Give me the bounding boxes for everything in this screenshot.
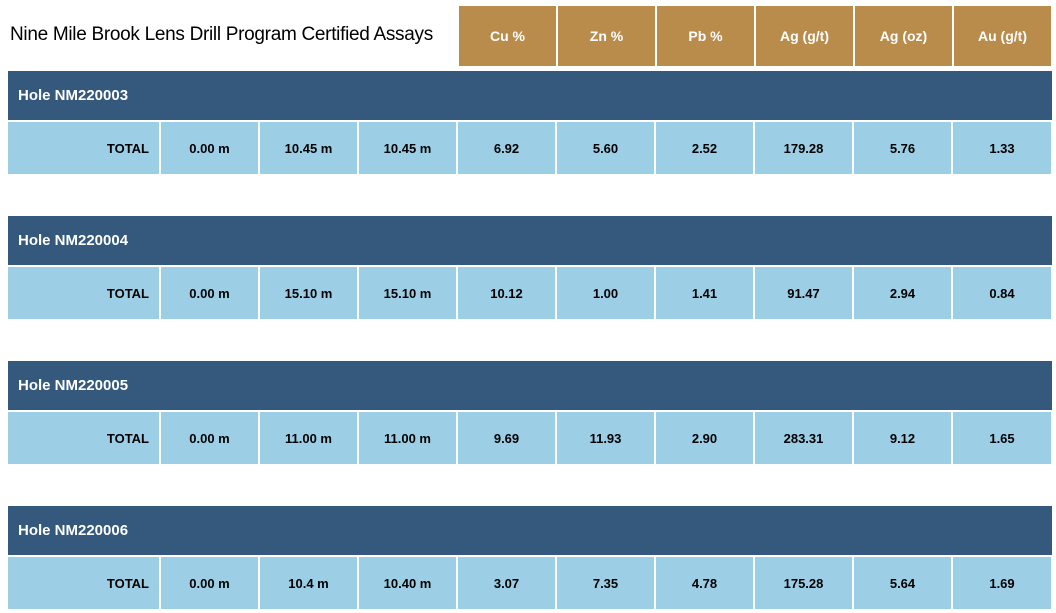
hole-title: Hole NM220004: [8, 216, 1052, 265]
cell-pb: 1.41: [656, 267, 753, 319]
table-row: TOTAL 0.00 m 15.10 m 15.10 m 10.12 1.00 1.41 91…: [8, 265, 1052, 319]
cell-pb: 4.78: [656, 557, 753, 609]
cell-zn: 7.35: [557, 557, 654, 609]
cell-ag-gt: 91.47: [755, 267, 852, 319]
cell-length: 15.10 m: [359, 267, 456, 319]
page-title: Nine Mile Brook Lens Drill Program Certi…: [10, 24, 433, 45]
cell-ag-gt: 179.28: [755, 122, 852, 174]
hole-block: Hole NM220005 TOTAL 0.00 m 11.00 m 11.00 m 9.…: [8, 361, 1052, 464]
cell-to: 10.4 m: [260, 557, 357, 609]
hole-block: Hole NM220003 TOTAL 0.00 m 10.45 m 10.45 m 6.…: [8, 71, 1052, 174]
table-row: TOTAL 0.00 m 10.45 m 10.45 m 6.92 5.60 2.52 179…: [8, 120, 1052, 174]
cell-cu: 6.92: [458, 122, 555, 174]
cell-au: 0.84: [953, 267, 1051, 319]
cell-from: 0.00 m: [161, 412, 258, 464]
column-header-ag-oz: Ag (oz): [855, 6, 952, 66]
cell-zn: 5.60: [557, 122, 654, 174]
hole-title: Hole NM220005: [8, 361, 1052, 410]
table-row: TOTAL 0.00 m 10.4 m 10.40 m 3.07 7.35 4.78 175.…: [8, 555, 1052, 609]
cell-ag-oz: 5.64: [854, 557, 951, 609]
hole-title: Hole NM220003: [8, 71, 1052, 120]
cell-au: 1.69: [953, 557, 1051, 609]
cell-to: 11.00 m: [260, 412, 357, 464]
hole-title: Hole NM220006: [8, 506, 1052, 555]
cell-cu: 9.69: [458, 412, 555, 464]
cell-zn: 11.93: [557, 412, 654, 464]
cell-label: TOTAL: [8, 557, 159, 609]
cell-pb: 2.90: [656, 412, 753, 464]
cell-ag-oz: 2.94: [854, 267, 951, 319]
cell-au: 1.33: [953, 122, 1051, 174]
cell-from: 0.00 m: [161, 267, 258, 319]
cell-ag-oz: 5.76: [854, 122, 951, 174]
cell-pb: 2.52: [656, 122, 753, 174]
cell-length: 10.40 m: [359, 557, 456, 609]
column-header-pb: Pb %: [657, 6, 754, 66]
cell-ag-oz: 9.12: [854, 412, 951, 464]
cell-to: 10.45 m: [260, 122, 357, 174]
column-header-zn: Zn %: [558, 6, 655, 66]
cell-cu: 3.07: [458, 557, 555, 609]
column-header-cu: Cu %: [459, 6, 556, 66]
cell-label: TOTAL: [8, 267, 159, 319]
cell-length: 10.45 m: [359, 122, 456, 174]
cell-length: 11.00 m: [359, 412, 456, 464]
cell-from: 0.00 m: [161, 122, 258, 174]
cell-ag-gt: 283.31: [755, 412, 852, 464]
cell-to: 15.10 m: [260, 267, 357, 319]
cell-cu: 10.12: [458, 267, 555, 319]
cell-from: 0.00 m: [161, 557, 258, 609]
cell-zn: 1.00: [557, 267, 654, 319]
hole-block: Hole NM220006 TOTAL 0.00 m 10.4 m 10.40 m 3.0…: [8, 506, 1052, 609]
column-headers: Cu % Zn % Pb % Ag (g/t) Ag (oz) Au (g/t): [459, 6, 1053, 66]
column-header-ag-gt: Ag (g/t): [756, 6, 853, 66]
hole-block: Hole NM220004 TOTAL 0.00 m 15.10 m 15.10 m 10…: [8, 216, 1052, 319]
cell-ag-gt: 175.28: [755, 557, 852, 609]
cell-label: TOTAL: [8, 412, 159, 464]
cell-au: 1.65: [953, 412, 1051, 464]
column-header-au: Au (g/t): [954, 6, 1051, 66]
cell-label: TOTAL: [8, 122, 159, 174]
table-row: TOTAL 0.00 m 11.00 m 11.00 m 9.69 11.93 2.90 28…: [8, 410, 1052, 464]
